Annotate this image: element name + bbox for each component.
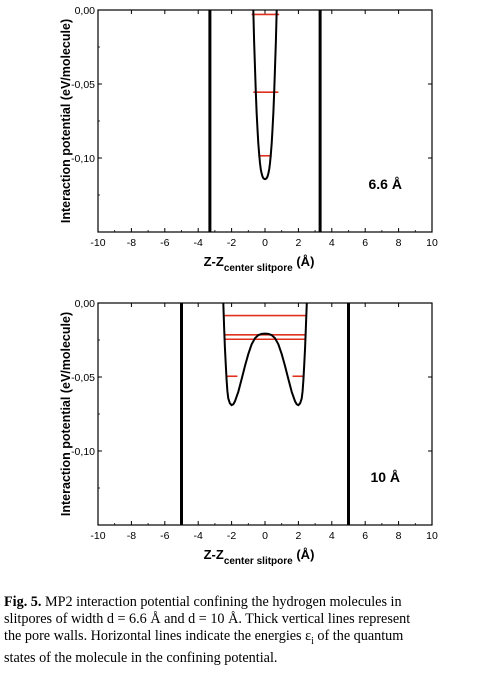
caption-label: Fig. 5. xyxy=(4,594,42,610)
chart2-x-tick-label: 2 xyxy=(295,530,301,542)
chart1-y-tick-label: 0,00 xyxy=(75,5,96,17)
caption-line-3: the pore walls. Horizontal lines indicat… xyxy=(4,628,488,650)
chart2-y-tick-label: 0,00 xyxy=(75,298,96,310)
chart2-x-tick-label: 6 xyxy=(362,530,368,542)
chart-6-6-svg: -10 -8 -6 -4 -2 0 2 4 6 8 10 0,00 -0,05 -0,10Interact… xyxy=(59,5,438,274)
caption-subscript: i xyxy=(311,635,314,647)
caption-line-1: Fig. 5. MP2 interaction potential confin… xyxy=(4,594,488,611)
chart2-xlabel: Z-Zcenter slitpore (Å) xyxy=(204,547,315,567)
chart2-xlabel-unit: (Å) xyxy=(293,547,315,562)
chart1-xlabel: Z-Zcenter slitpore (Å) xyxy=(204,254,315,274)
chart1-x-tick-label: 6 xyxy=(362,237,368,249)
caption-line-2: slitpores of width d = 6.6 Å and d = 10 … xyxy=(4,611,411,627)
chart1-y-tick-label: -0,05 xyxy=(71,79,95,91)
chart1-panel-label: 6.6 Å xyxy=(369,176,402,192)
chart1-plot-frame xyxy=(97,9,433,233)
chart-10-svg: -10 -8 -6 -4 -2 0 2 4 6 8 10 0,00 -0,05 -0,10Interact… xyxy=(59,298,438,567)
caption-text-3-end: of the quantum xyxy=(313,628,404,644)
caption-line-4: states of the molecule in the confining … xyxy=(4,649,278,666)
chart1-x-tick-label: -6 xyxy=(160,237,169,249)
chart1-x-tick-label: 10 xyxy=(426,237,438,249)
caption-text-3: the pore walls. Horizontal lines indicat… xyxy=(4,628,312,644)
chart2-y-tick-label: -0,10 xyxy=(71,446,95,458)
chart1-xlabel-main: Z-Z xyxy=(204,254,224,269)
chart2-ylabel: Interaction potential (eV/molecule) xyxy=(59,312,73,516)
caption-text-1: MP2 interaction potential confining the … xyxy=(41,594,402,610)
chart1-x-tick-label: 0 xyxy=(262,237,268,249)
chart1-x-tick-label: 2 xyxy=(295,237,301,249)
chart2-xlabel-sub: center slitpore xyxy=(224,556,293,567)
chart1-ylabel: Interaction potential (eV/molecule) xyxy=(59,19,73,223)
chart1-x-tick-label: -8 xyxy=(127,237,136,249)
chart2-x-tick-label: -10 xyxy=(90,530,105,542)
chart2-x-tick-label: -6 xyxy=(160,530,169,542)
chart2-x-tick-label: -4 xyxy=(194,530,203,542)
chart2-y-tick-label: -0,05 xyxy=(71,372,95,384)
chart2-x-tick-label: -8 xyxy=(127,530,136,542)
chart2-potential-curve xyxy=(222,302,308,407)
chart1-xlabel-sub: center slitpore xyxy=(224,263,293,274)
chart2-panel-label: 10 Å xyxy=(370,469,400,485)
chart2-x-tick-label: 10 xyxy=(426,530,438,542)
chart1-x-tick-label: -4 xyxy=(194,237,203,249)
chart2-plot-frame xyxy=(97,302,433,526)
chart2-x-tick-label: -2 xyxy=(227,530,236,542)
chart-panel-10: -10 -8 -6 -4 -2 0 2 4 6 8 10 0,00 -0,05 -0,10 Interact… xyxy=(0,293,488,583)
chart2-x-tick-label: 4 xyxy=(329,530,335,542)
chart1-xlabel-unit: (Å) xyxy=(293,254,315,269)
chart1-x-tick-label: -10 xyxy=(90,237,105,249)
chart-panel-6-6: -10 -8 -6 -4 -2 0 2 4 6 8 10 0,00 -0,05 -0,10 Interact… xyxy=(0,0,488,290)
chart2-xlabel-main: Z-Z xyxy=(204,547,224,562)
chart1-x-tick-label: 4 xyxy=(329,237,335,249)
figure-caption: Fig. 5. MP2 interaction potential confin… xyxy=(4,594,488,667)
chart2-x-tick-label: 0 xyxy=(262,530,268,542)
chart1-x-tick-label: 8 xyxy=(396,237,402,249)
chart1-y-tick-label: -0,10 xyxy=(71,153,95,165)
chart1-potential-curve xyxy=(252,9,278,181)
chart2-x-tick-label: 8 xyxy=(396,530,402,542)
chart1-x-tick-label: -2 xyxy=(227,237,236,249)
